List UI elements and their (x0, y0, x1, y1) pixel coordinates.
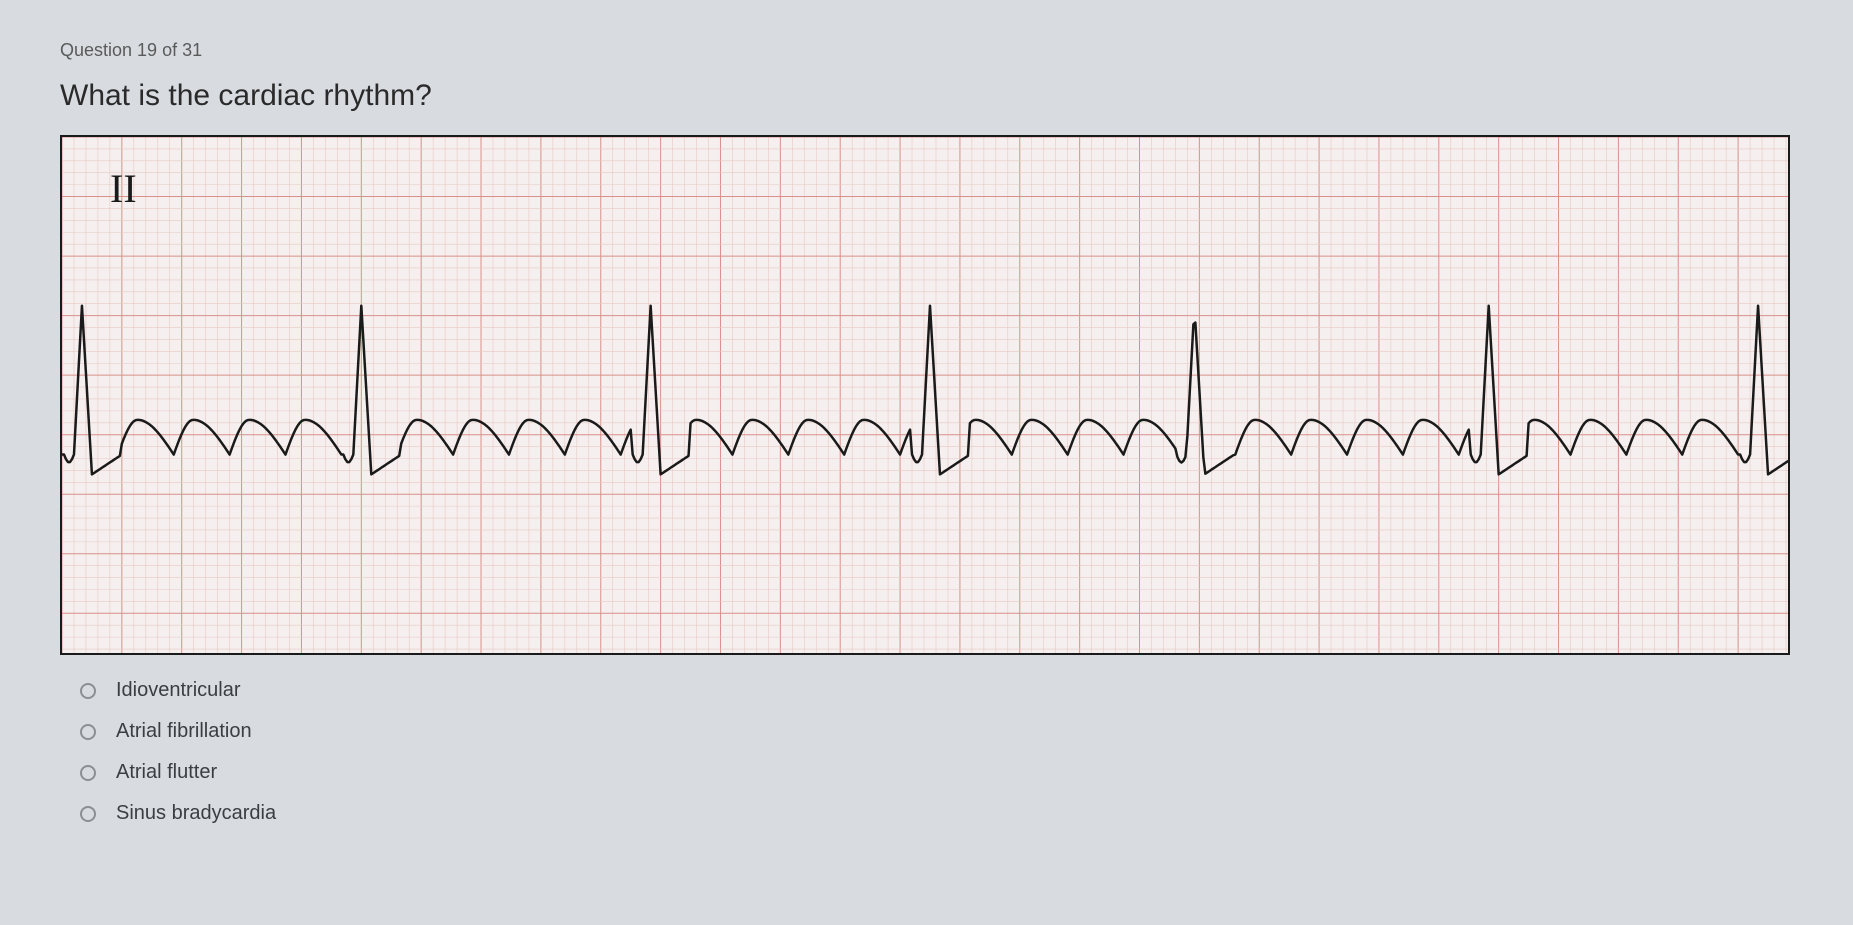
ecg-svg (62, 137, 1788, 653)
answer-options: Idioventricular Atrial fibrillation Atrial… (60, 679, 1793, 825)
option-sinusbrady[interactable]: Sinus bradycardia (80, 802, 1793, 825)
option-label: Atrial flutter (116, 761, 217, 784)
option-label: Sinus bradycardia (116, 802, 276, 825)
lead-label: II (110, 165, 137, 212)
radio-icon[interactable] (80, 724, 96, 740)
ecg-strip: II (60, 135, 1790, 655)
option-label: Idioventricular (116, 679, 241, 702)
radio-icon[interactable] (80, 683, 96, 699)
option-idioventricular[interactable]: Idioventricular (80, 679, 1793, 702)
option-aflutter[interactable]: Atrial flutter (80, 761, 1793, 784)
radio-icon[interactable] (80, 806, 96, 822)
question-number: Question 19 of 31 (60, 40, 1793, 61)
radio-icon[interactable] (80, 765, 96, 781)
option-label: Atrial fibrillation (116, 720, 252, 743)
question-text: What is the cardiac rhythm? (60, 79, 1793, 113)
option-afib[interactable]: Atrial fibrillation (80, 720, 1793, 743)
